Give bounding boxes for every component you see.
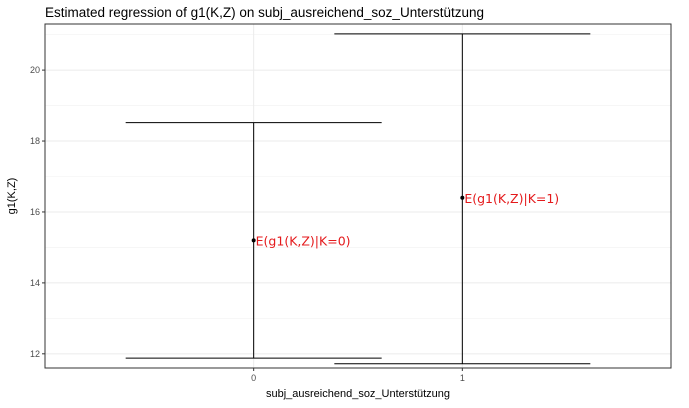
chart-title: Estimated regression of g1(K,Z) on subj_…: [45, 5, 484, 20]
y-tick-label: 14: [30, 278, 40, 288]
panel-border: [44, 23, 672, 369]
y-axis-title: g1(K,Z): [6, 178, 18, 215]
y-tick-label: 16: [30, 207, 40, 217]
y-tick-label: 18: [30, 136, 40, 146]
mean-annotation: E(g1(K,Z)|K=1): [464, 191, 559, 206]
x-tick-label: 0: [251, 373, 256, 383]
grid-lines: [45, 24, 671, 368]
x-axis-title: subj_ausreichend_soz_Unterstützung: [266, 388, 450, 400]
mean-point: [251, 238, 256, 243]
mean-annotation: E(g1(K,Z)|K=0): [256, 233, 351, 248]
y-tick-label: 12: [30, 349, 40, 359]
errorbar-marks: E(g1(K,Z)|K=0) E(g1(K,Z)|K=1): [125, 33, 591, 365]
mean-point: [460, 195, 465, 200]
panel-background: [45, 24, 671, 368]
y-tick-label: 20: [30, 65, 40, 75]
y-axis: 12 14 16 18 20: [30, 65, 45, 359]
x-tick-label: 1: [460, 373, 465, 383]
